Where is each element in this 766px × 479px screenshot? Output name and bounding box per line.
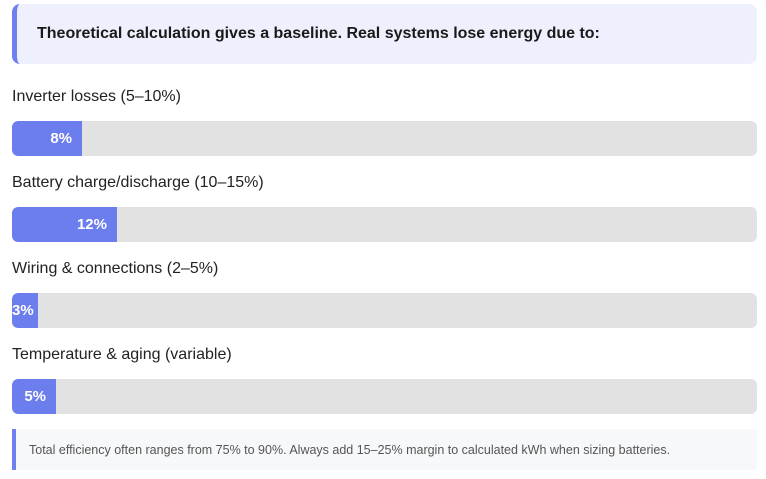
loss-bar-fill-temperature: 5%	[12, 379, 56, 414]
loss-bar-track-wiring: 3%	[12, 293, 757, 328]
loss-label-wiring: Wiring & connections (2–5%)	[12, 260, 219, 277]
loss-bar-track-temperature: 5%	[12, 379, 757, 414]
loss-bar-fill-wiring: 3%	[12, 293, 38, 328]
efficiency-note: Total efficiency often ranges from 75% t…	[12, 429, 757, 470]
efficiency-note-text: Total efficiency often ranges from 75% t…	[29, 442, 671, 457]
loss-label-battery: Battery charge/discharge (10–15%)	[12, 174, 264, 191]
loss-bar-value-temperature: 5%	[24, 388, 46, 405]
intro-callout: Theoretical calculation gives a baseline…	[12, 4, 757, 64]
loss-bar-track-battery: 12%	[12, 207, 757, 242]
loss-bar-value-inverter: 8%	[50, 130, 72, 147]
loss-bar-value-battery: 12%	[76, 216, 107, 233]
loss-label-inverter: Inverter losses (5–10%)	[12, 88, 181, 105]
loss-bar-fill-battery: 12%	[12, 207, 117, 242]
loss-bar-fill-inverter: 8%	[12, 121, 82, 156]
loss-label-temperature: Temperature & aging (variable)	[12, 346, 232, 363]
loss-bar-track-inverter: 8%	[12, 121, 757, 156]
loss-bar-value-wiring: 3%	[12, 302, 34, 319]
intro-callout-text: Theoretical calculation gives a baseline…	[37, 25, 600, 42]
